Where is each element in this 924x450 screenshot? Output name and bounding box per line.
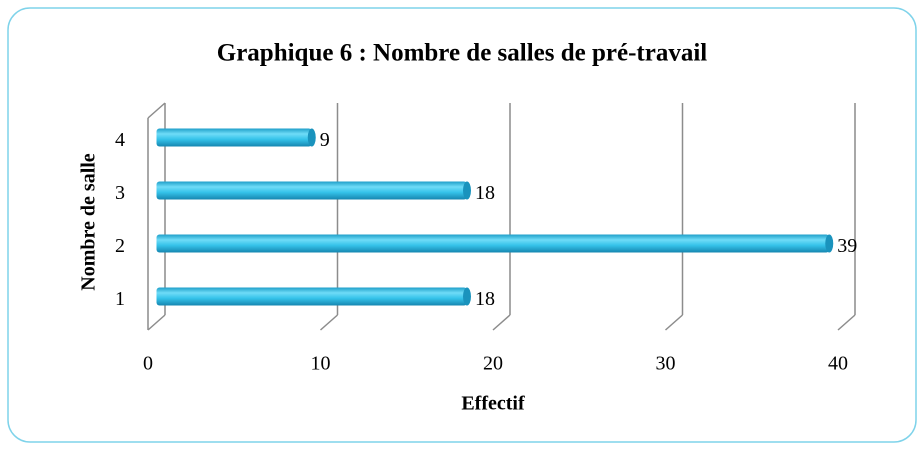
bar xyxy=(156,234,834,253)
y-tick-label: 4 xyxy=(115,129,125,151)
data-label: 9 xyxy=(320,129,330,151)
bar-cap xyxy=(307,128,316,147)
x-tick-label: 10 xyxy=(311,353,331,375)
x-tick-label: 20 xyxy=(483,353,503,375)
bar xyxy=(156,128,316,147)
grid-floor-line xyxy=(147,314,166,331)
left-wall-top xyxy=(147,102,166,119)
bar-body xyxy=(156,128,312,147)
grid-floor-line xyxy=(837,314,856,331)
walls xyxy=(147,102,166,330)
bar xyxy=(156,181,471,200)
y-tick-label: 3 xyxy=(115,182,125,204)
bar-cap xyxy=(463,181,471,200)
x-tick-label: 40 xyxy=(828,353,848,375)
x-tick-label: 0 xyxy=(143,353,153,375)
bar-cap xyxy=(463,287,471,306)
bar xyxy=(156,287,471,306)
bar-cap xyxy=(825,234,834,253)
data-label: 18 xyxy=(475,288,495,310)
grid-floor-line xyxy=(492,314,511,331)
bar-body xyxy=(156,287,467,306)
chart-title: Graphique 6 : Nombre de salles de pré-tr… xyxy=(217,40,708,67)
x-axis-title: Effectif xyxy=(461,393,525,415)
chart-frame xyxy=(7,7,917,443)
grid-floor-line xyxy=(320,314,338,331)
y-tick-label: 2 xyxy=(115,235,125,257)
data-label: 18 xyxy=(475,182,495,204)
data-label: 39 xyxy=(837,235,857,257)
bar-body xyxy=(156,181,467,200)
y-axis-title: Nombre de salle xyxy=(78,153,100,291)
y-tick-label: 1 xyxy=(115,288,125,310)
x-tick-label: 30 xyxy=(656,353,676,375)
grid-floor-line xyxy=(665,314,683,331)
bar-body xyxy=(156,234,830,253)
